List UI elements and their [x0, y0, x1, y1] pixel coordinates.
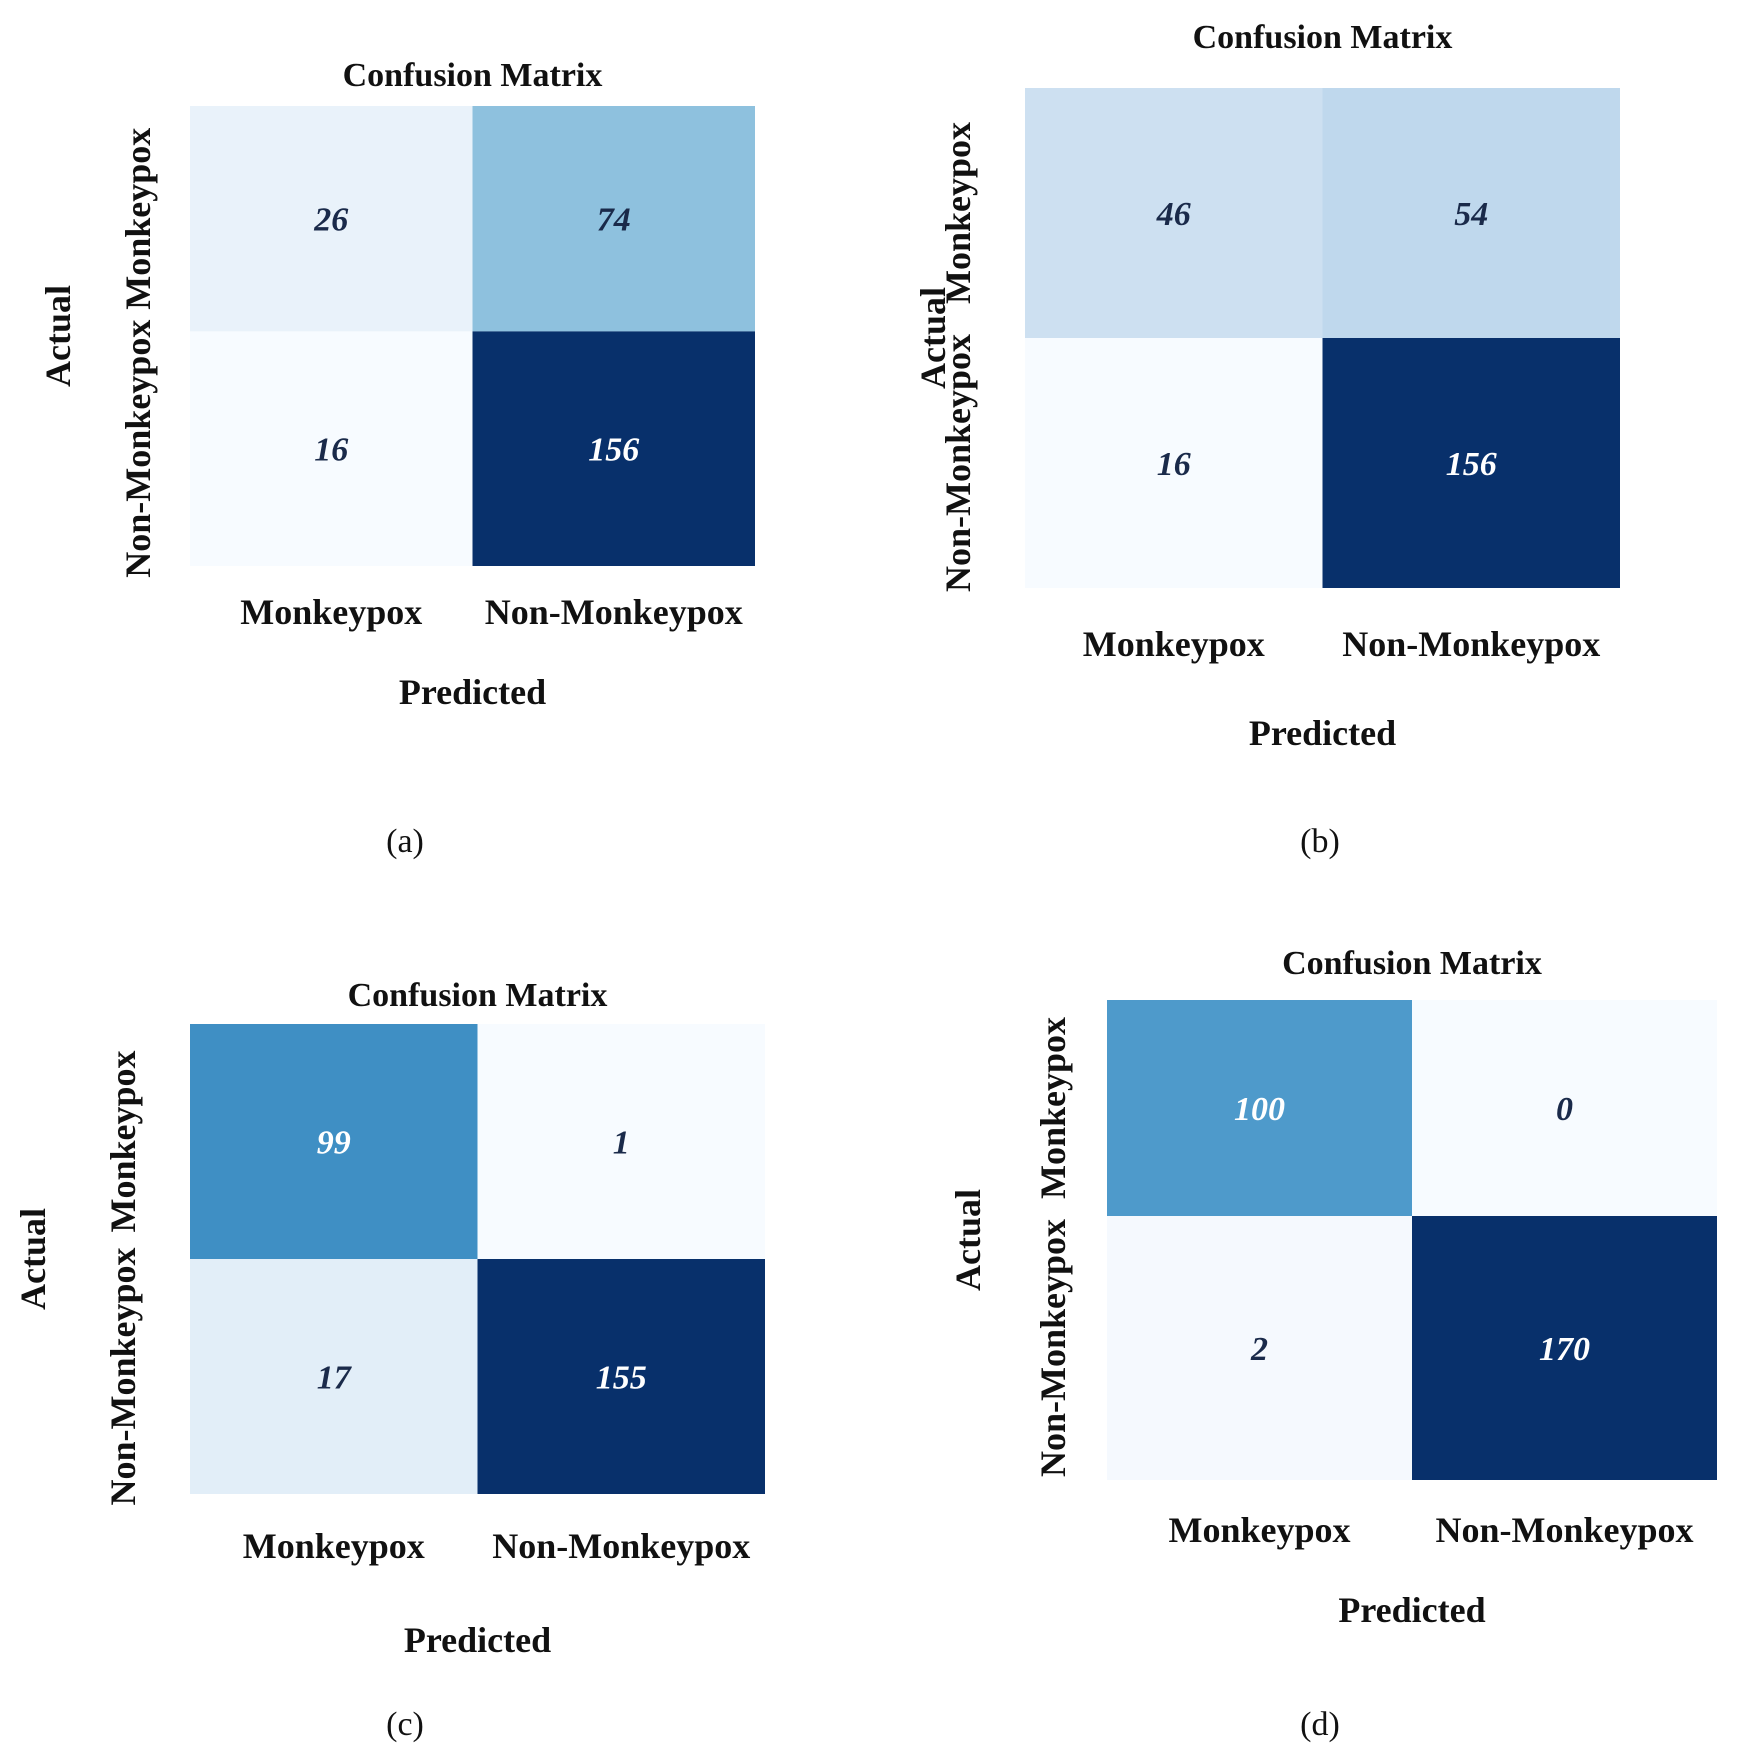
cell-value-r1-c1: 155 — [596, 1360, 647, 1397]
cell-value-r1-c0: 2 — [1250, 1331, 1268, 1368]
cell-value-r0-c0: 26 — [313, 202, 348, 239]
cell-value-r1-c0: 16 — [314, 432, 348, 469]
cell-value-r1-c1: 156 — [1446, 446, 1497, 483]
confusion-matrix-panel-b: 46 54 16 156 Confusion Matrix Monkeypox Non-Mo… — [875, 0, 1750, 882]
matrix-cell-r0-c0 — [190, 1024, 478, 1259]
matrix-cell-r0-c1 — [1412, 1000, 1717, 1216]
cell-value-r1-c0: 17 — [317, 1360, 353, 1397]
cell-value-r1-c1: 170 — [1539, 1331, 1590, 1368]
cell-value-r1-c1: 156 — [588, 432, 639, 469]
matrix-cell-r0-c0 — [1107, 1000, 1412, 1216]
y-tick-label-1: Non-Monkeypox — [1033, 1219, 1073, 1477]
cell-value-r0-c1: 74 — [597, 202, 631, 239]
chart-title: Confusion Matrix — [348, 977, 608, 1014]
chart-title: Confusion Matrix — [343, 57, 603, 94]
x-tick-label-0: Monkeypox — [1168, 1510, 1350, 1550]
matrix-cell-r1-c1 — [1322, 338, 1620, 588]
x-tick-label-1: Non-Monkeypox — [485, 592, 743, 632]
y-tick-label-0: Monkeypox — [1033, 1017, 1073, 1199]
matrix-cell-r0-c1 — [472, 106, 755, 332]
x-axis-label: Predicted — [399, 672, 546, 712]
caption-b: (b) — [1300, 823, 1340, 860]
caption-c: (c) — [386, 1706, 424, 1743]
confusion-matrix-panel-c: 99 1 17 155 Confusion Matrix Monkeypox Non-Mon… — [0, 882, 875, 1764]
cell-value-r1-c0: 16 — [1157, 446, 1191, 483]
y-axis-label: Actual — [948, 1189, 988, 1291]
cell-value-r0-c0: 100 — [1234, 1091, 1285, 1128]
y-tick-label-1: Non-Monkeypox — [103, 1247, 143, 1505]
matrix-cell-r1-c0 — [190, 1259, 478, 1494]
y-tick-label-0: Monkeypox — [118, 128, 158, 310]
confusion-matrix-svg: 99 1 17 155 Confusion Matrix Monkeypox Non-Mon… — [13, 977, 765, 1660]
matrix-cell-r0-c0 — [1025, 88, 1323, 338]
cell-value-r0-c1: 1 — [613, 1125, 630, 1162]
matrix-cell-r0-c0 — [190, 106, 473, 332]
y-axis-label: Actual — [38, 285, 78, 387]
caption-d: (d) — [1300, 1706, 1340, 1743]
x-tick-label-1: Non-Monkeypox — [492, 1526, 750, 1566]
matrix-cell-r0-c1 — [477, 1024, 765, 1259]
chart-title: Confusion Matrix — [1193, 19, 1453, 56]
matrix-cell-r1-c0 — [190, 331, 473, 566]
x-tick-label-0: Monkeypox — [1083, 624, 1265, 664]
y-tick-label-0: Monkeypox — [938, 122, 978, 304]
x-axis-label: Predicted — [1338, 1590, 1485, 1630]
y-tick-label-1: Non-Monkeypox — [938, 334, 978, 592]
confusion-matrix-svg: 26 74 16 156 Confusion Matrix Monkeypox Non-Mo… — [38, 57, 755, 712]
matrix-cell-r1-c1 — [472, 331, 755, 566]
cell-value-r0-c0: 99 — [317, 1125, 351, 1162]
y-tick-label-0: Monkeypox — [103, 1050, 143, 1232]
confusion-matrix-panel-d: 100 0 2 170 Confusion Matrix Monkeypox Non-Mon… — [875, 882, 1750, 1764]
y-axis-label: Actual — [13, 1208, 53, 1310]
confusion-matrix-svg: 46 54 16 156 Confusion Matrix Monkeypox Non-Mo… — [913, 19, 1620, 753]
cell-value-r0-c1: 54 — [1454, 196, 1488, 233]
cell-value-r0-c0: 46 — [1156, 196, 1191, 233]
x-axis-label: Predicted — [1249, 713, 1396, 753]
matrix-cell-r0-c1 — [1322, 88, 1620, 338]
confusion-matrix-svg: 100 0 2 170 Confusion Matrix Monkeypox Non-Mon… — [948, 945, 1717, 1630]
chart-title: Confusion Matrix — [1282, 945, 1542, 982]
cell-value-r0-c1: 0 — [1556, 1091, 1573, 1128]
x-axis-label: Predicted — [404, 1620, 551, 1660]
confusion-matrix-panel-a: 26 74 16 156 Confusion Matrix Monkeypox Non-Mo… — [0, 0, 875, 882]
caption-a: (a) — [386, 823, 424, 860]
matrix-cell-r1-c1 — [1412, 1216, 1717, 1480]
matrix-cell-r1-c1 — [477, 1259, 765, 1494]
y-axis-label: Actual — [913, 287, 953, 389]
x-tick-label-0: Monkeypox — [243, 1526, 425, 1566]
x-tick-label-1: Non-Monkeypox — [1435, 1510, 1693, 1550]
matrix-cell-r1-c0 — [1107, 1216, 1412, 1480]
matrix-cell-r1-c0 — [1025, 338, 1323, 588]
y-tick-label-1: Non-Monkeypox — [118, 320, 158, 578]
x-tick-label-0: Monkeypox — [240, 592, 422, 632]
x-tick-label-1: Non-Monkeypox — [1342, 624, 1600, 664]
